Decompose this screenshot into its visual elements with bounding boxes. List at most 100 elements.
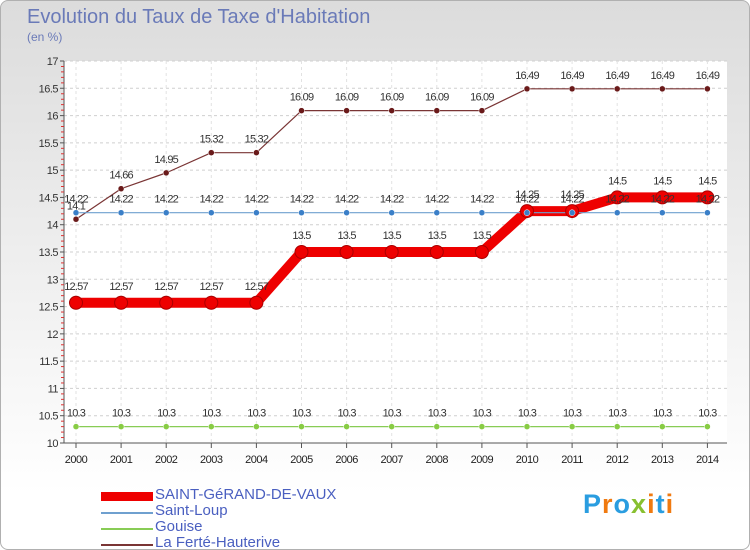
y-tick-label: 17 bbox=[47, 56, 59, 68]
data-label: 14.95 bbox=[154, 154, 178, 166]
data-point bbox=[659, 85, 666, 93]
y-tick-label: 16 bbox=[47, 111, 59, 123]
x-tick-label: 2007 bbox=[380, 454, 403, 466]
x-tick-label: 2008 bbox=[426, 454, 449, 466]
logo-letter: x bbox=[631, 489, 648, 519]
data-label: 10.3 bbox=[563, 408, 582, 420]
data-point bbox=[610, 190, 625, 205]
x-tick-label: 2003 bbox=[200, 454, 223, 466]
legend-swatch-saint-gerand-de-vaux bbox=[101, 492, 153, 501]
data-point bbox=[659, 209, 666, 216]
data-point bbox=[204, 295, 219, 310]
logo-letter: t bbox=[655, 489, 666, 519]
data-label: 14.22 bbox=[651, 194, 675, 206]
data-point bbox=[298, 423, 305, 430]
data-label: 14.22 bbox=[515, 194, 539, 206]
legend-swatch-saint-loup bbox=[101, 512, 153, 514]
data-label: 10.3 bbox=[383, 408, 402, 420]
data-label: 16.49 bbox=[560, 70, 584, 82]
data-point bbox=[162, 209, 170, 216]
data-label: 15.32 bbox=[200, 134, 224, 146]
data-label: 10.3 bbox=[428, 408, 447, 420]
data-point bbox=[294, 245, 309, 259]
data-point bbox=[162, 423, 170, 430]
data-point bbox=[162, 169, 170, 177]
logo-letter: i bbox=[647, 489, 656, 519]
data-point bbox=[704, 423, 711, 430]
x-tick-label: 2013 bbox=[651, 454, 674, 466]
x-tick-label: 2004 bbox=[245, 454, 268, 466]
data-label: 10.3 bbox=[518, 408, 537, 420]
logo-letter: i bbox=[665, 489, 675, 519]
data-label: 14.25 bbox=[515, 189, 539, 201]
data-point bbox=[339, 245, 354, 259]
data-label: 14.22 bbox=[64, 194, 88, 206]
data-point bbox=[613, 85, 621, 93]
data-label: 10.3 bbox=[247, 408, 266, 420]
x-tick-label: 2002 bbox=[155, 454, 178, 466]
x-tick-label: 2011 bbox=[561, 454, 583, 466]
y-tick-label: 10 bbox=[47, 438, 59, 450]
legend-label-la-ferte-hauterive: La Ferté-Hauterive bbox=[155, 534, 281, 550]
y-tick-label: 11 bbox=[48, 383, 59, 395]
y-tick-label: 16.5 bbox=[39, 83, 59, 95]
data-point bbox=[114, 295, 129, 310]
data-point bbox=[253, 423, 260, 430]
data-point bbox=[568, 209, 576, 216]
data-label: 10.3 bbox=[337, 408, 356, 420]
data-label: 15.32 bbox=[245, 134, 269, 146]
data-label: 14.22 bbox=[560, 194, 584, 206]
data-point bbox=[523, 423, 531, 430]
x-tick-label: 2001 bbox=[110, 454, 133, 466]
data-label: 14.5 bbox=[608, 175, 627, 187]
legend-label-saint-loup: Saint-Loup bbox=[155, 502, 228, 519]
data-label: 14.22 bbox=[470, 194, 494, 206]
data-point bbox=[117, 423, 125, 430]
logo-letter: o bbox=[613, 489, 632, 519]
data-point bbox=[704, 85, 711, 93]
x-tick-label: 2010 bbox=[516, 454, 539, 466]
data-label: 16.09 bbox=[425, 92, 449, 104]
legend-swatch-la-ferte-hauterive bbox=[101, 544, 153, 546]
data-label: 13.5 bbox=[473, 230, 492, 242]
data-label: 16.49 bbox=[696, 70, 720, 82]
data-point bbox=[474, 245, 489, 259]
legend-swatch-gouise bbox=[101, 528, 153, 530]
data-point bbox=[568, 423, 576, 430]
data-label: 12.57 bbox=[154, 281, 178, 293]
data-label: 14.22 bbox=[380, 194, 404, 206]
data-point bbox=[568, 85, 576, 93]
data-point bbox=[700, 190, 715, 205]
data-point bbox=[388, 107, 395, 114]
data-label: 12.57 bbox=[245, 281, 269, 293]
x-tick-label: 2014 bbox=[696, 454, 719, 466]
data-point bbox=[523, 85, 531, 93]
data-point bbox=[613, 423, 621, 430]
data-label: 12.57 bbox=[200, 281, 224, 293]
data-point bbox=[433, 423, 441, 430]
x-tick-label: 2012 bbox=[606, 454, 629, 466]
data-label: 13.5 bbox=[292, 230, 311, 242]
data-label: 14.22 bbox=[335, 194, 359, 206]
data-label: 14.5 bbox=[653, 175, 672, 187]
data-point bbox=[433, 209, 441, 216]
data-label: 13.5 bbox=[428, 230, 447, 242]
data-point bbox=[433, 107, 441, 114]
proxiti-logo: Proxiti bbox=[583, 489, 674, 520]
data-label: 16.09 bbox=[380, 92, 404, 104]
data-point bbox=[478, 107, 486, 114]
data-label: 10.3 bbox=[698, 408, 717, 420]
data-label: 16.09 bbox=[335, 92, 359, 104]
data-point bbox=[208, 423, 215, 430]
data-point bbox=[343, 423, 350, 430]
data-label: 14.22 bbox=[200, 194, 224, 206]
y-tick-label: 15.5 bbox=[39, 138, 59, 150]
data-label: 14.5 bbox=[698, 175, 717, 187]
data-label: 14.22 bbox=[109, 194, 133, 206]
data-label: 12.57 bbox=[64, 281, 88, 293]
data-label: 12.57 bbox=[109, 281, 133, 293]
data-label: 13.5 bbox=[383, 230, 402, 242]
data-label: 10.3 bbox=[112, 408, 131, 420]
